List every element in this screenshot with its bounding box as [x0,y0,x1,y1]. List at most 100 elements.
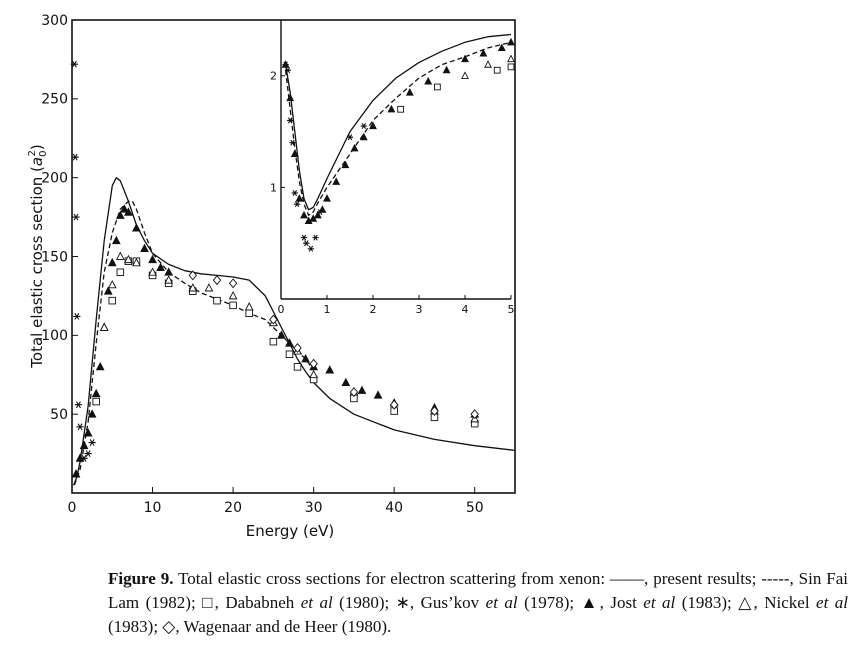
inset-series-sin-fai-lam-1982-line [284,41,512,216]
inset-series-jost-et-al-1983-point [313,210,322,219]
inset-series-gus-kov-et-al-1978-point [346,134,354,141]
main-series-wagenaar-and-de-heer-1980-point [269,314,278,325]
inset-series-jost-et-al-1983-point [332,177,341,185]
inset-series-jost-et-al-1983-point [290,149,299,157]
inset-series-jost-et-al-1983-point [369,121,377,130]
inset-series-gus-kov-et-al-1978-point [287,117,294,124]
main-series-wagenaar-and-de-heer-1980 [188,270,479,420]
x-axis-label: Energy (eV) [246,522,334,540]
main-series-dababneh-et-al-1980-point [293,363,302,371]
inset-series-dababneh-et-al-1980-point [434,83,441,91]
inset-series-nickel-et-al-1983-point [484,60,492,68]
main-series-nickel-et-al-1983-point [244,302,254,311]
main-series-nickel-et-al-1983-point [148,267,157,276]
inset-series-jost-et-al-1983-point [359,132,368,141]
inset-series-jost-et-al-1983-point [286,93,295,102]
main-border [71,19,516,494]
inset-x-tick-label: 1 [324,303,331,316]
y-axis-label-main: Total elastic cross section [28,177,46,369]
main-series-wagenaar-and-de-heer-1980-point [293,342,302,353]
main-series-nickel-et-al-1983-point [132,257,141,267]
inset-series-sin-fai-lam-1982 [284,41,512,216]
main-series-jost-et-al-1983-point [87,409,97,418]
main-series-jost-et-al-1983-point [91,388,101,398]
caption-text-1: Total elastic cross sections for electro… [108,569,848,612]
inset-series-jost-et-al-1983-point [461,54,469,63]
main-series-jost-et-al-1983-point [95,361,105,371]
main-series-jost-et-al-1983-point [148,254,157,264]
inset-x-tick-label: 5 [508,303,515,316]
main-series-dababneh-et-al-1980-point [108,296,117,305]
main-series-wagenaar-and-de-heer-1980-point [228,278,238,289]
main-y-tick-label: 200 [41,171,68,187]
main-series-wagenaar-and-de-heer-1980-point [309,358,318,369]
main-series-dababneh-et-al-1980-point [213,296,221,305]
inset-series-jost-et-al-1983-point [497,43,506,51]
main-series-jost-et-al-1983-point [75,453,85,462]
main-series-jost-et-al-1983-point [71,469,81,478]
main-series-wagenaar-and-de-heer-1980-point [430,406,439,417]
main-series-gus-kov-et-al-1978-point [84,450,92,457]
main-y-tick-label: 300 [41,13,68,29]
main-series-gus-kov-et-al-1978-point [88,439,96,446]
main-series-jost-et-al-1983-point [341,377,351,387]
inset-series-present-results-line [284,33,512,211]
main-series-gus-kov-et-al-1978-point [74,401,83,409]
main-frame [71,19,516,494]
main-series-jost-et-al-1983-point [83,428,93,437]
inset-y-tick-label: 1 [270,181,277,194]
y-axis-unit-sub: 0 [38,151,49,157]
main-series-jost-et-al-1983-point [111,235,121,245]
main-x-tick-label: 30 [305,500,323,516]
inset-series-gus-kov-et-al-1978-point [289,139,296,146]
main-series-jost-et-al-1983-point [357,385,367,394]
main-series-wagenaar-and-de-heer-1980-point [212,275,222,286]
y-axis-label: Total elastic cross section (a02) [27,144,49,368]
inset-plot: 0 1 2 3 4 5 1 2 [270,20,515,316]
inset-series-jost-et-al-1983-point [405,88,414,96]
inset-series-gus-kov-et-al-1978-point [291,189,298,196]
caption-et-al-2: et al [485,593,518,612]
main-x-tick-label: 20 [224,500,242,516]
main-series-present-results [72,177,516,486]
main-series-gus-kov-et-al-1978-point [76,423,84,431]
inset-series-gus-kov-et-al-1978-point [312,234,319,241]
figure-caption: Figure 9. Total elastic cross sections f… [108,567,848,639]
caption-text-2: (1980); ∗, Gus’kov [332,593,486,612]
main-x-tick-label: 0 [68,500,77,516]
main-series-jost-et-al-1983-point [285,338,294,347]
inset-series-jost-et-al-1983-point [318,205,327,213]
inset-series-gus-kov-et-al-1978-point [293,201,301,208]
inset-series-nickel-et-al-1983-point [507,54,515,63]
y-axis-unit-a: a [28,157,46,166]
main-series-gus-kov-et-al-1978 [70,60,96,462]
main-series-nickel-et-al-1983-point [124,254,133,264]
inset-frame [280,20,511,300]
inset-series-jost-et-al-1983-point [295,194,304,202]
inset-series-dababneh-et-al-1980 [397,63,515,113]
main-series-dababneh-et-al-1980-point [229,301,237,310]
main-series-jost-et-al-1983-point [119,204,129,213]
inset-series-gus-kov-et-al-1978-point [300,234,308,241]
main-series-wagenaar-and-de-heer-1980-point [470,409,479,420]
main-series-nickel-et-al-1983-point [188,283,198,292]
main-series-dababneh-et-al-1980-point [92,397,100,406]
caption-et-al-4: et al [816,593,849,612]
main-series-nickel-et-al-1983-point [115,251,125,260]
main-series-present-results-line [72,177,516,486]
main-series-dababneh-et-al-1980 [92,257,479,428]
main-y-tick-label: 150 [41,249,68,265]
inset-series-jost-et-al-1983-point [300,210,308,219]
main-series-nickel-et-al-1983-point [309,369,319,379]
inset-series-gus-kov-et-al-1978-point [284,67,292,74]
main-series-gus-kov-et-al-1978-point [73,313,81,320]
inset-series-dababneh-et-al-1980-point [493,66,501,74]
main-series-wagenaar-and-de-heer-1980-point [389,399,399,410]
main-series-gus-kov-et-al-1978-point [71,153,79,161]
inset-series-present-results [284,33,512,211]
inset-series-gus-kov-et-al-1978-point [303,240,310,247]
main-series-jost-et-al-1983-point [107,257,117,267]
inset-series-dababneh-et-al-1980-point [397,105,404,113]
